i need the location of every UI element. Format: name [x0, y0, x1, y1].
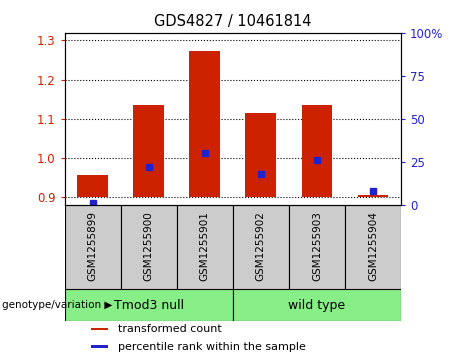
Bar	[91, 327, 107, 330]
Bar	[121, 205, 177, 289]
Bar	[358, 195, 389, 197]
Bar	[189, 52, 220, 197]
Text: percentile rank within the sample: percentile rank within the sample	[118, 342, 306, 352]
Bar	[65, 289, 233, 321]
Bar	[177, 205, 233, 289]
Bar	[233, 205, 289, 289]
Text: transformed count: transformed count	[118, 324, 221, 334]
Text: GSM1255899: GSM1255899	[88, 212, 98, 281]
Bar	[133, 105, 164, 197]
Text: Tmod3 null: Tmod3 null	[113, 299, 184, 311]
Title: GDS4827 / 10461814: GDS4827 / 10461814	[154, 14, 312, 29]
Text: GSM1255900: GSM1255900	[144, 212, 154, 281]
Text: GSM1255901: GSM1255901	[200, 212, 210, 281]
Text: wild type: wild type	[289, 299, 345, 311]
Bar	[301, 105, 332, 197]
Text: GSM1255903: GSM1255903	[312, 212, 322, 281]
Bar	[91, 346, 107, 348]
Bar	[77, 175, 108, 197]
Text: GSM1255902: GSM1255902	[256, 212, 266, 281]
Text: GSM1255904: GSM1255904	[368, 212, 378, 281]
Bar	[345, 205, 401, 289]
Bar	[65, 205, 121, 289]
Text: genotype/variation ▶: genotype/variation ▶	[2, 300, 112, 310]
Bar	[289, 205, 345, 289]
Bar	[245, 113, 276, 197]
Bar	[233, 289, 401, 321]
